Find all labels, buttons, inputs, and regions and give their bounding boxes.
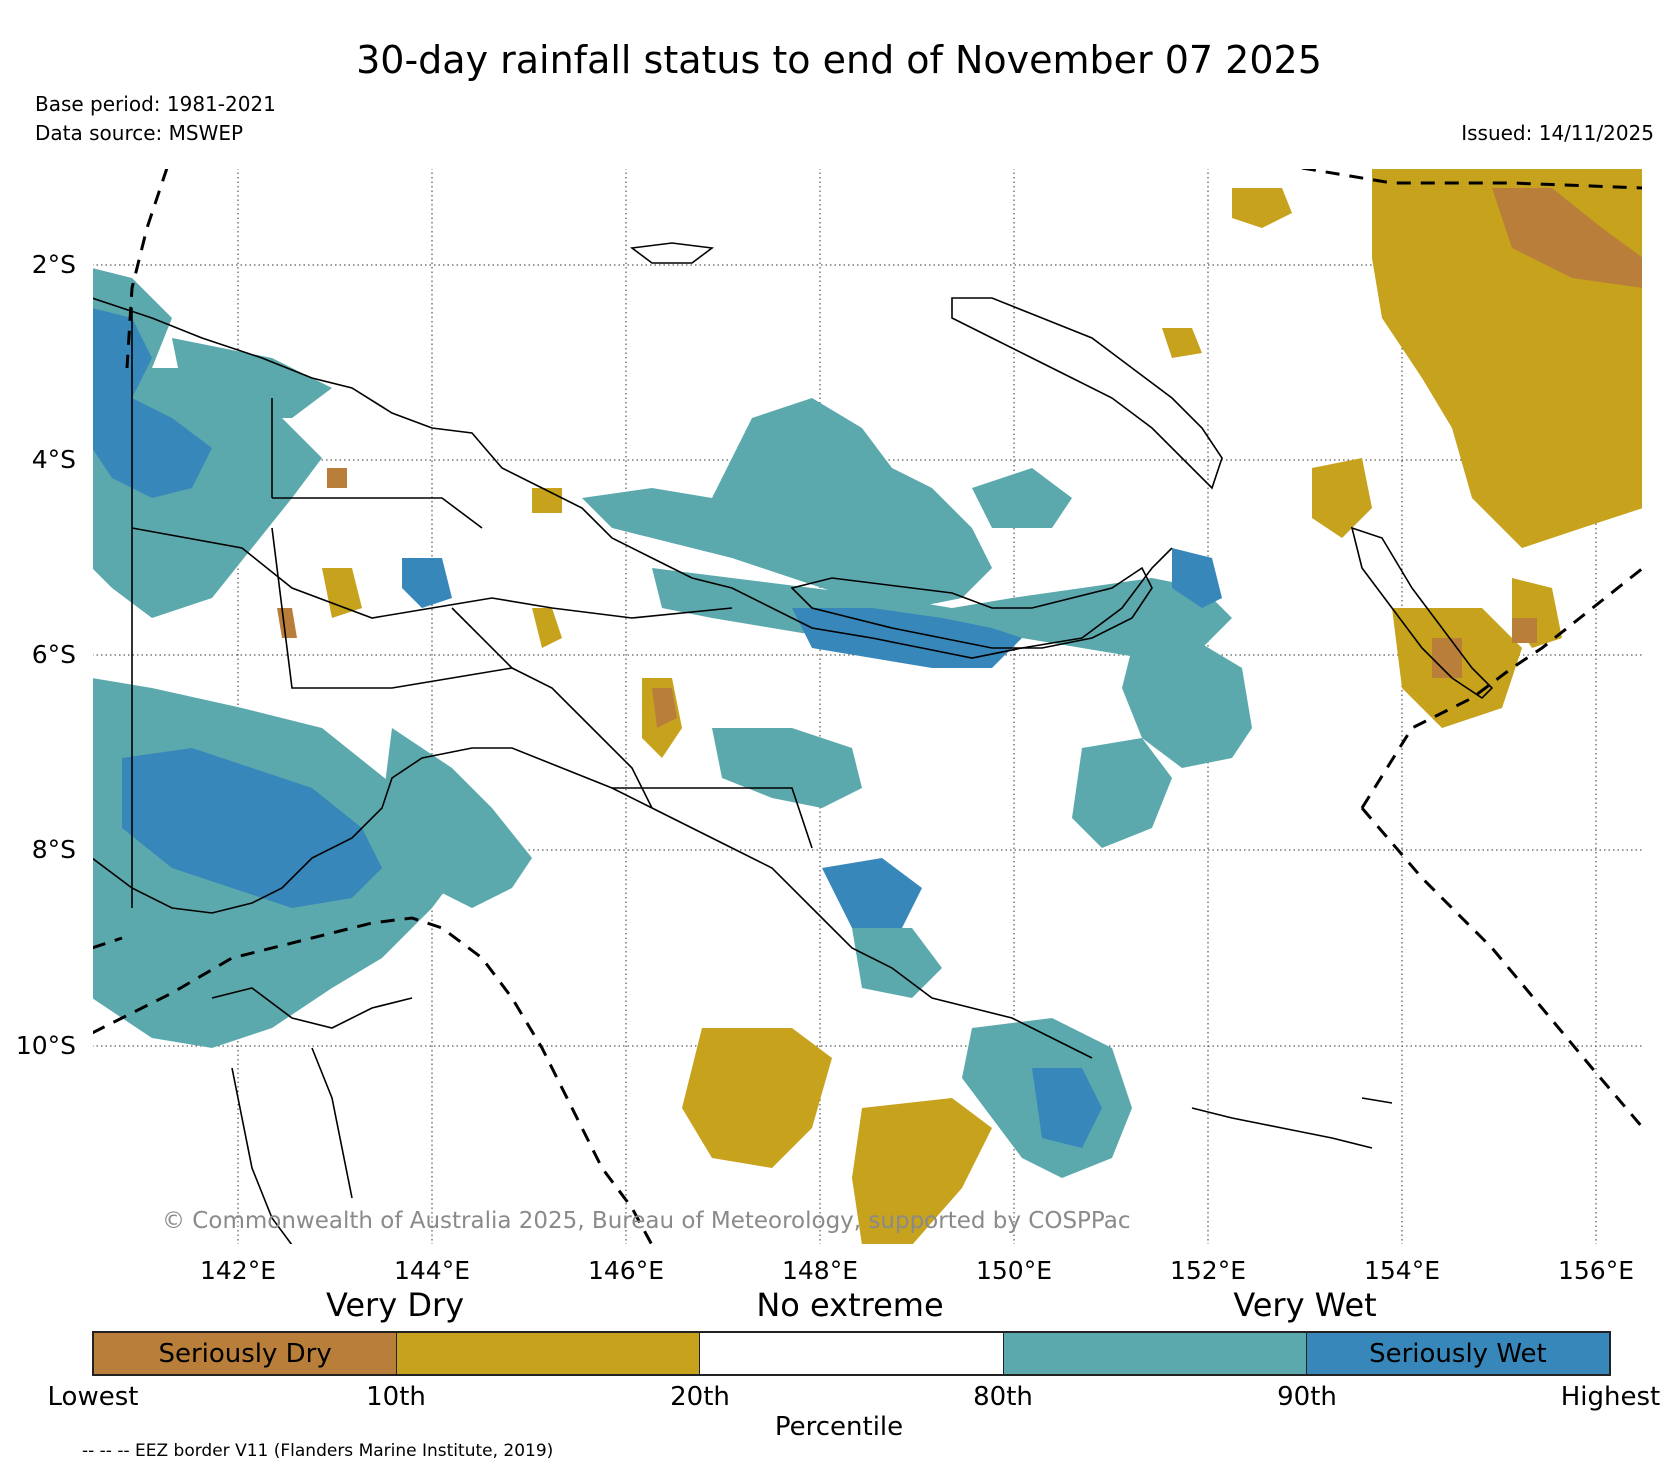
lon-label-148e: 148°E <box>781 1256 858 1285</box>
seriously-dry-fly <box>277 608 297 638</box>
manus-coast <box>629 242 715 264</box>
map-title: 30-day rainfall status to end of Novembe… <box>356 38 1322 82</box>
louisiade-coast <box>1191 1097 1393 1149</box>
copyright-notice: © Commonwealth of Australia 2025, Bureau… <box>162 1208 1131 1234</box>
eez-borders <box>92 168 1643 1245</box>
dry-region-bougainville-north <box>1232 188 1292 228</box>
wet-region-fly <box>382 728 532 908</box>
wet-region-solomon-sea <box>1072 738 1172 848</box>
legend-color-bar: Seriously Dry Seriously Wet <box>92 1331 1611 1376</box>
lat-label-10s: 10°S <box>15 1031 76 1060</box>
wet-region-morobe <box>712 728 862 808</box>
wet-region-north-small <box>972 468 1072 528</box>
legend-very-dry-label: Very Dry <box>325 1286 465 1324</box>
legend-seg-seriously-dry: Seriously Dry <box>94 1333 398 1374</box>
issued-date: Issued: 14/11/2025 <box>1461 121 1654 145</box>
percentile-axis-title: Percentile <box>774 1412 904 1442</box>
dry-region-new-ireland-east <box>1312 458 1372 538</box>
pct-label-90th: 90th <box>1277 1382 1337 1412</box>
seriously-dry-solomons <box>1432 638 1462 678</box>
new-britain-coast <box>790 566 1153 649</box>
lat-label-8s: 8°S <box>31 835 76 864</box>
seriously-dry-east-spot <box>1512 618 1537 643</box>
legend-seg-very-dry <box>397 1333 701 1374</box>
lon-label-146e: 146°E <box>587 1256 664 1285</box>
base-period-note: Base period: 1981-2021 <box>35 92 276 116</box>
data-source-note: Data source: MSWEP <box>35 121 244 145</box>
torres-coast <box>211 987 413 1029</box>
seriously-dry-central <box>652 688 677 728</box>
eez-australia <box>92 916 654 1245</box>
eez-west <box>125 168 169 369</box>
wet-region-central-island <box>852 928 942 998</box>
dry-region-south-coral-2 <box>852 1098 992 1245</box>
seriously-wet-new-britain <box>1172 548 1222 608</box>
legend-very-wet-label: Very Wet <box>1233 1286 1377 1324</box>
seriously-wet-regions <box>92 308 1222 1148</box>
pct-label-highest: Highest <box>1560 1382 1661 1412</box>
new-ireland-coast <box>951 297 1223 490</box>
seriously-dry-northeast <box>1492 188 1643 288</box>
pct-label-20th: 20th <box>670 1382 730 1412</box>
seriously-wet-ramu <box>792 608 1022 668</box>
eez-solomons <box>1360 566 1643 809</box>
province-borders <box>131 398 813 849</box>
pct-label-10th: 10th <box>366 1382 426 1412</box>
legend-no-extreme-label: No extreme <box>756 1286 944 1324</box>
legend-seg-very-wet <box>1003 1333 1307 1374</box>
seriously-wet-milne <box>1032 1068 1102 1148</box>
dry-region-southwest-spot <box>322 568 362 618</box>
wet-region-central-north <box>582 398 992 608</box>
lat-label-6s: 6°S <box>31 640 76 669</box>
pct-label-80th: 80th <box>973 1382 1033 1412</box>
dry-region-new-ireland <box>1162 328 1202 358</box>
seriously-wet-southwest <box>122 748 382 908</box>
seriously-dry-regions <box>277 188 1643 728</box>
seriously-wet-west <box>92 308 212 498</box>
png-north-coast <box>92 297 1173 659</box>
eez-border-note: -- -- -- EEZ border V11 (Flanders Marine… <box>82 1441 554 1461</box>
coastlines <box>92 242 1494 1245</box>
legend-seg-seriously-wet: Seriously Wet <box>1306 1333 1610 1374</box>
wet-region-new-britain <box>1122 638 1252 768</box>
eez-solomons-south <box>1360 807 1643 1129</box>
lon-label-144e: 144°E <box>393 1256 470 1285</box>
eez-north-east <box>1301 168 1643 190</box>
cape-york-coast <box>231 1047 353 1245</box>
lat-label-4s: 4°S <box>31 445 76 474</box>
lon-label-150e: 150°E <box>975 1256 1052 1285</box>
dry-region-mid-north <box>532 488 562 513</box>
seriously-dry-north-spot <box>327 468 347 488</box>
pct-label-lowest: Lowest <box>47 1382 139 1412</box>
lat-label-2s: 2°S <box>31 250 76 279</box>
bougainville-coast <box>1350 526 1494 700</box>
dry-region-fly-spot <box>532 608 562 648</box>
wet-region-png-nw <box>172 338 332 418</box>
seriously-wet-central <box>822 858 922 928</box>
png-south-coast <box>92 747 1093 1059</box>
seriously-wet-sepik <box>402 558 452 608</box>
lon-label-156e: 156°E <box>1557 1256 1634 1285</box>
dry-region-south-coral <box>682 1028 832 1168</box>
rainfall-map: © Commonwealth of Australia 2025, Bureau… <box>92 168 1643 1245</box>
eez-indonesia-south <box>92 936 123 950</box>
legend-seg-no-extreme <box>700 1333 1004 1374</box>
lon-label-154e: 154°E <box>1363 1256 1440 1285</box>
lon-label-152e: 152°E <box>1169 1256 1246 1285</box>
lon-label-142e: 142°E <box>199 1256 276 1285</box>
wet-region-ramu-markham <box>652 568 1232 658</box>
